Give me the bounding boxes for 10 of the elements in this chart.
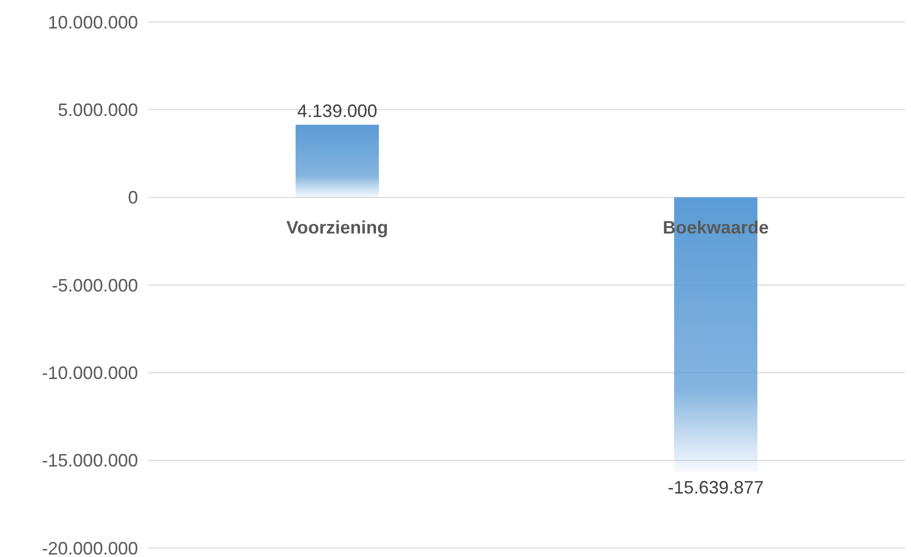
- y-tick-label: -20.000.000: [42, 538, 138, 557]
- y-tick-label: -10.000.000: [42, 362, 138, 383]
- data-label: 4.139.000: [297, 100, 378, 121]
- y-tick-label: 0: [128, 188, 138, 208]
- y-tick-label: 10.000.000: [48, 12, 138, 32]
- x-tick-label: Voorziening: [286, 217, 388, 238]
- data-label: -15.639.877: [668, 478, 764, 498]
- y-tick-label: -5.000.000: [52, 275, 138, 296]
- y-tick-label: 5.000.000: [58, 100, 138, 120]
- y-tick-label: -15.000.000: [42, 450, 138, 471]
